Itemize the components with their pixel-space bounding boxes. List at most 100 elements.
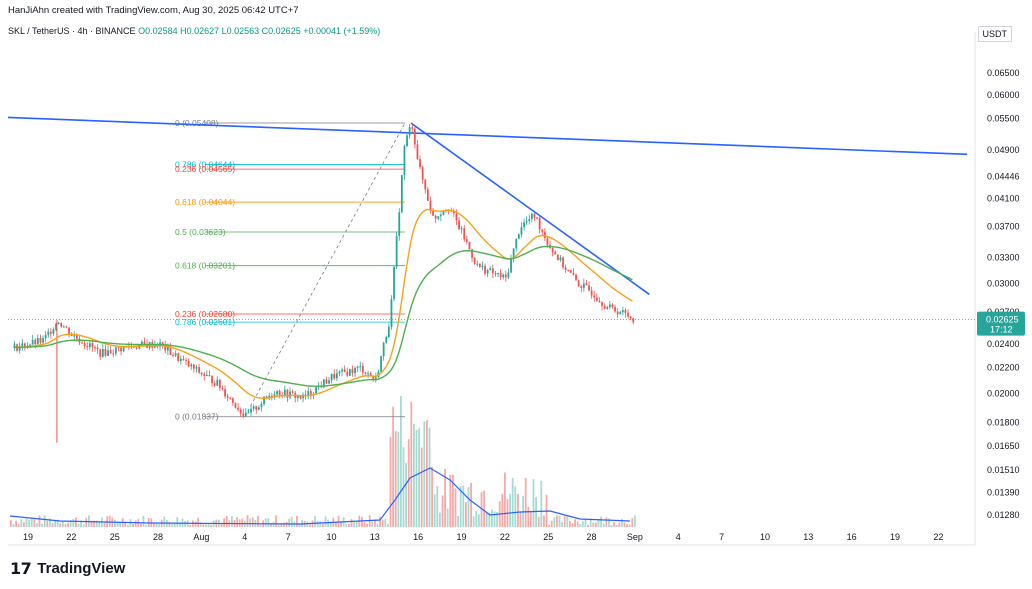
volume-bar [335, 522, 337, 527]
volume-bar [95, 520, 98, 527]
volume-bar [85, 518, 88, 527]
volume-bar [618, 522, 621, 527]
volume-bar [46, 520, 49, 527]
candle-body [502, 274, 505, 278]
candle-body [517, 234, 520, 239]
volume-bar [163, 516, 166, 527]
volume-bar [530, 511, 532, 527]
ohlc-readout: O0.02584 H0.02627 L0.02563 C0.02625 +0.0… [138, 26, 381, 36]
volume-bar [77, 523, 80, 527]
candle-body [387, 326, 390, 338]
candle-body [507, 272, 510, 278]
tradingview-brand[interactable]: 17 TradingView [10, 559, 125, 578]
candle-body [52, 329, 55, 334]
candle-body [164, 345, 167, 351]
candle-body [393, 266, 395, 300]
candle-body [525, 220, 528, 223]
volume-bar [524, 477, 527, 527]
time-tick-label: 4 [242, 532, 247, 542]
candle-body [356, 366, 359, 368]
candle-body [419, 159, 421, 168]
volume-bar [457, 516, 459, 527]
candle-body [406, 135, 408, 147]
candle-body [257, 407, 260, 410]
volume-bar [543, 515, 545, 527]
candle-body [135, 347, 138, 349]
volume-bar [12, 523, 15, 527]
candle-body [632, 318, 635, 323]
candle-body [205, 374, 208, 377]
symbol-line[interactable]: SKL / TetherUS · 4h · BINANCE O0.02584 H… [8, 26, 380, 36]
volume-bar [241, 518, 244, 527]
candle-body [582, 283, 585, 288]
countdown-label: 17:12 [990, 325, 1013, 335]
volume-bar [615, 524, 618, 527]
fib-level-label: 0.786 (0.04644) [175, 159, 235, 169]
volume-bar [98, 522, 101, 527]
candle-body [421, 167, 424, 180]
volume-bar [353, 522, 355, 527]
currency-button[interactable]: USDT [977, 26, 1012, 42]
candle-body [49, 331, 52, 334]
volume-bar [296, 516, 298, 527]
candle-body [278, 390, 281, 396]
candle-body [203, 374, 206, 377]
candle-body [47, 331, 50, 335]
candle-body [114, 347, 117, 354]
candle-body [562, 257, 564, 268]
volume-bar [361, 517, 363, 527]
volume-bar [392, 406, 394, 527]
volume-bar [452, 474, 454, 527]
volume-bar [491, 509, 493, 527]
price-tick-label: 0.01390 [987, 488, 1020, 498]
volume-bar [145, 524, 147, 527]
volume-bar [475, 510, 478, 527]
volume-bar [428, 427, 431, 527]
candle-body [494, 273, 497, 275]
candle-body [629, 316, 632, 319]
candle-body [44, 334, 47, 339]
candle-body [91, 343, 94, 348]
candle-body [486, 270, 489, 274]
candle-body [143, 341, 146, 344]
candle-body [216, 379, 219, 386]
volume-bar [197, 517, 199, 527]
time-tick-label: 22 [500, 532, 510, 542]
candle-body [593, 295, 596, 298]
candle-body [333, 373, 336, 379]
candle-body [229, 397, 232, 399]
volume-bar [387, 524, 389, 527]
volume-bar [43, 515, 46, 527]
candle-body [263, 396, 265, 404]
volume-bar [595, 522, 597, 527]
price-tick-label: 0.02200 [987, 363, 1020, 373]
volume-bar [329, 521, 332, 527]
candle-body [234, 402, 237, 408]
candle-body [577, 280, 580, 287]
candle-body [39, 338, 42, 343]
volume-bar [574, 519, 576, 527]
candle-body [408, 127, 411, 136]
candle-body [109, 350, 112, 354]
candle-body [559, 257, 562, 261]
volume-bar [36, 523, 38, 527]
candle-body [575, 274, 577, 281]
tradingview-logo-icon: 17 [10, 559, 32, 578]
volume-bar [306, 521, 309, 527]
candle-body [580, 286, 583, 288]
price-tick-label: 0.06500 [987, 68, 1020, 78]
candle-body [538, 217, 541, 230]
volume-bar [366, 523, 368, 527]
volume-bar [127, 524, 129, 527]
candle-body [42, 338, 44, 343]
volume-bar [410, 401, 413, 527]
volume-bar [324, 516, 327, 527]
volume-bar [345, 524, 348, 527]
symbol-title[interactable]: SKL / TetherUS · 4h · BINANCE [8, 26, 136, 36]
candle-body [81, 342, 83, 344]
candle-body [367, 373, 369, 375]
candle-body [122, 346, 125, 352]
volume-bar [548, 524, 550, 527]
volume-bar [376, 523, 379, 527]
